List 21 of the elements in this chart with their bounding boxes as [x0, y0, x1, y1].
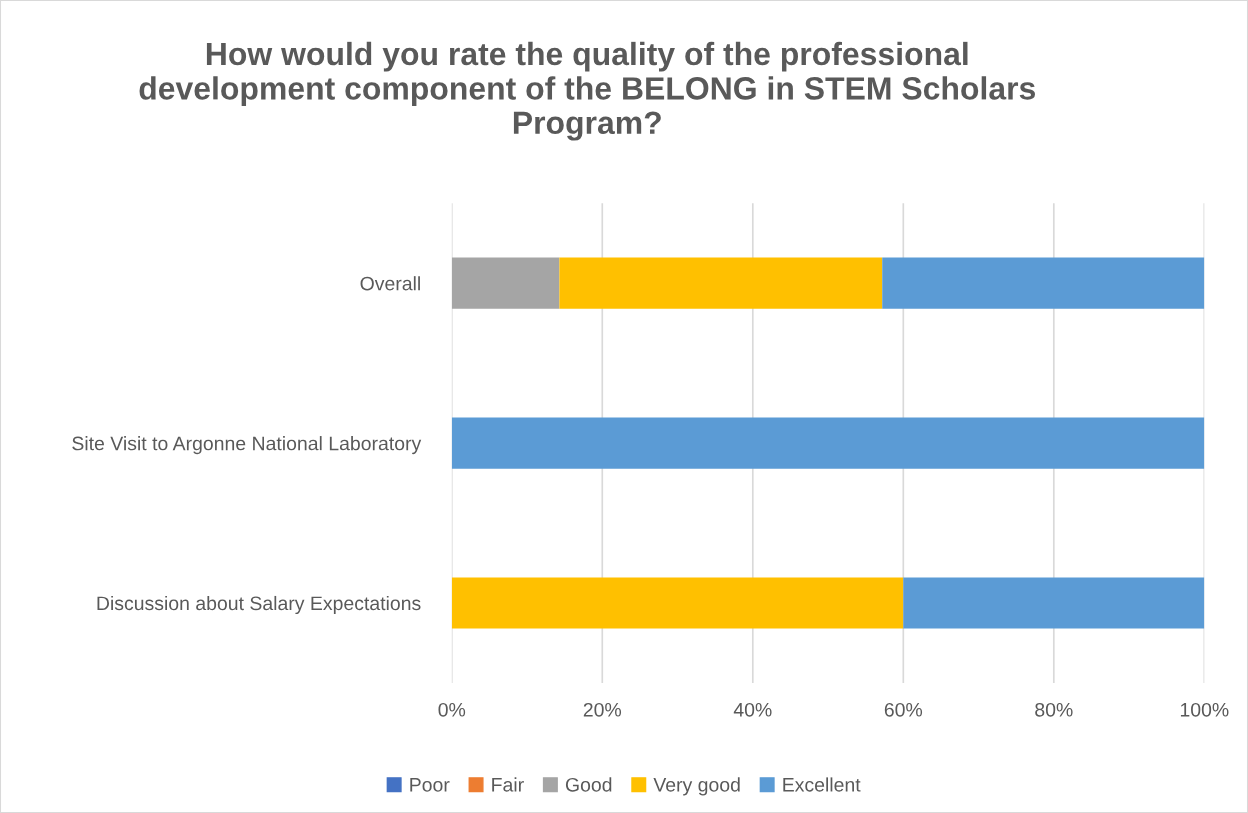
legend-label: Good	[565, 777, 612, 792]
legend-label: Fair	[492, 777, 524, 792]
bar	[451, 257, 560, 309]
y-tick-label: Overall	[360, 276, 420, 291]
bar	[882, 257, 1205, 309]
legend-label: Excellent	[783, 777, 861, 792]
x-tick-label: 60%	[884, 702, 923, 717]
x-tick-label: 40%	[733, 702, 772, 717]
bar	[451, 577, 904, 629]
x-tick-label: 80%	[1035, 702, 1073, 717]
y-tick-label: Discussion about Salary Expectations	[97, 595, 421, 615]
bar	[451, 417, 1205, 469]
bar	[903, 577, 1205, 629]
bar	[559, 257, 883, 309]
x-tick-label: 100%	[1180, 702, 1229, 717]
x-tick-label: 20%	[583, 702, 622, 717]
y-tick-label: Site Visit to Argonne National Laboratory	[72, 436, 422, 455]
chart-title: How would you rate the quality of the professional development component of the BELONG in STEM Scholars Program?	[139, 41, 1035, 141]
legend-label: Very good	[653, 777, 740, 796]
legend-label: Poor	[410, 778, 450, 792]
x-tick-label: 0%	[438, 702, 466, 717]
